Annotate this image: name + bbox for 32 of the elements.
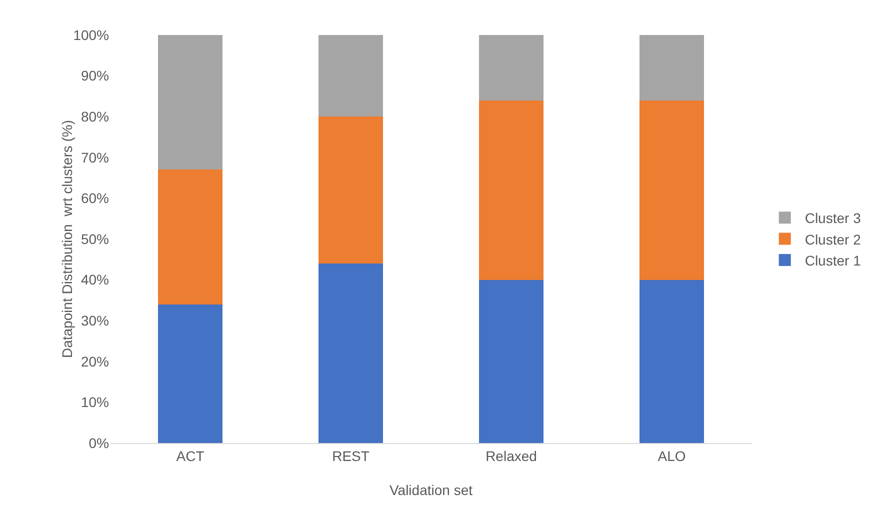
bar — [158, 170, 222, 304]
bar — [640, 35, 704, 100]
bar — [318, 35, 383, 117]
bar — [318, 263, 383, 443]
y-axis-title: Datapoint Distribution wrt clusters (%) — [59, 120, 75, 358]
x-tick-label: ALO — [658, 448, 686, 464]
y-tick-label: 50% — [80, 230, 109, 247]
y-tick-label: 60% — [80, 190, 109, 206]
bar — [158, 35, 222, 170]
y-tick-label: 80% — [80, 108, 109, 124]
bar — [479, 100, 544, 280]
x-tick-label: Relaxed — [486, 448, 537, 464]
y-tick-label: 70% — [80, 149, 109, 166]
bar — [479, 35, 544, 100]
y-tick-label: 90% — [80, 68, 109, 84]
legend-label: Cluster 3 — [804, 210, 862, 226]
bar — [640, 100, 704, 280]
x-tick-label: ACT — [176, 448, 205, 464]
y-tick-label: 10% — [80, 394, 109, 410]
bar — [158, 304, 222, 443]
y-tick-label: 30% — [80, 312, 109, 328]
x-tick-label: REST — [332, 448, 370, 464]
x-axis-title: Validation set — [389, 482, 473, 498]
y-tick-label: 100% — [73, 26, 109, 43]
legend-label: Cluster 2 — [804, 231, 862, 248]
y-tick-label: 40% — [80, 272, 109, 288]
y-tick-label: 0% — [88, 434, 109, 451]
bar — [318, 116, 383, 264]
y-tick-label: 20% — [80, 353, 109, 370]
bar — [640, 280, 704, 443]
bar — [479, 280, 544, 443]
legend-label: Cluster 1 — [804, 252, 862, 268]
